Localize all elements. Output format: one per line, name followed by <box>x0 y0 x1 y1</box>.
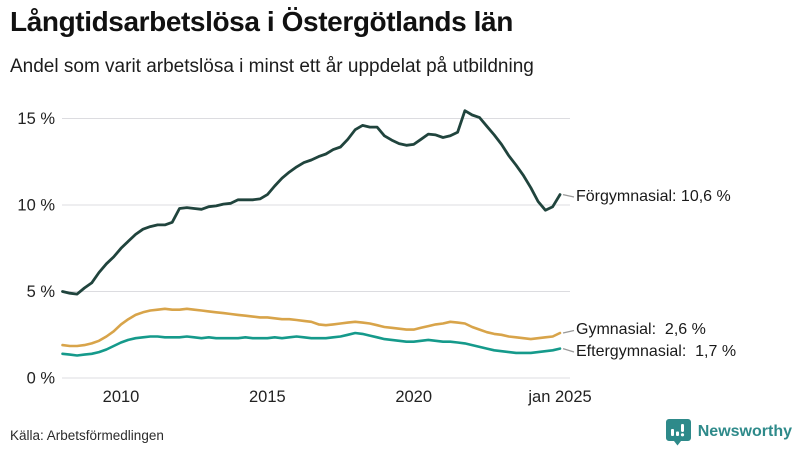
series-line-eftergymnasial <box>61 331 562 357</box>
y-tick-label: 0 % <box>27 370 56 388</box>
label-connector <box>562 193 575 198</box>
y-tick-label: 5 % <box>27 283 56 301</box>
label-connector <box>562 347 575 353</box>
bar-chart-speech-bubble-icon <box>665 419 691 446</box>
label-connector <box>562 329 575 334</box>
page-subtitle: Andel som varit arbetslösa i minst ett å… <box>10 56 534 77</box>
page-title: Långtidsarbetslösa i Östergötlands län <box>10 6 513 37</box>
series-end-label-gymnasial: Gymnasial: 2,6 % <box>576 321 706 338</box>
series-line-förgymnasial <box>61 109 562 296</box>
x-tick-label: jan 2025 <box>527 388 591 406</box>
x-tick-label: 2015 <box>249 388 286 406</box>
series-end-label-forgymnasial: Förgymnasial: 10,6 % <box>576 188 731 205</box>
y-tick-label: 15 % <box>17 110 55 128</box>
x-tick-label: 2010 <box>103 388 140 406</box>
brand-logo: Newsworthy <box>665 418 792 446</box>
x-tick-label: 2020 <box>395 388 432 406</box>
series-end-label-eftergymnasial: Eftergymnasial: 1,7 % <box>576 343 737 360</box>
y-tick-label: 10 % <box>17 197 55 215</box>
source-credit: Källa: Arbetsförmedlingen <box>10 428 164 443</box>
series-line-gymnasial <box>61 307 562 348</box>
brand-name: Newsworthy <box>697 423 792 440</box>
